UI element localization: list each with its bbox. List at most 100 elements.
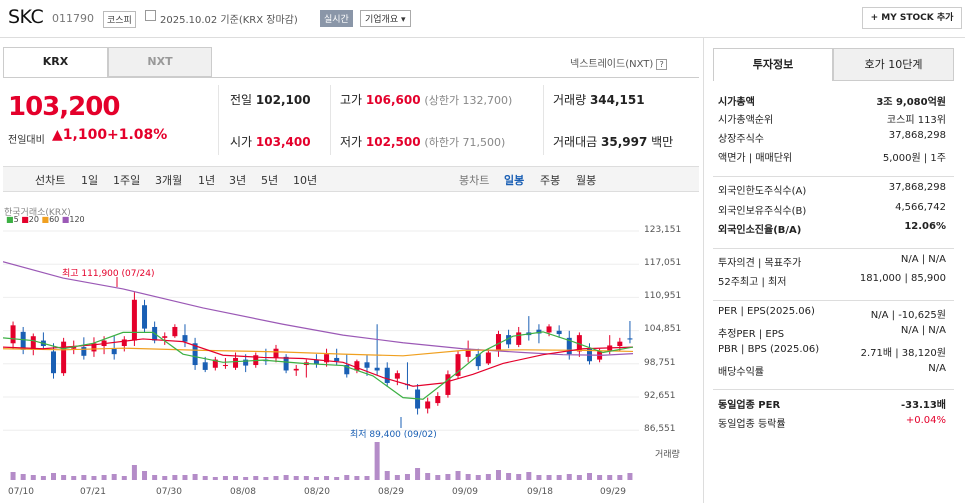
volume-bar bbox=[81, 475, 87, 480]
current-price: 103,200 bbox=[8, 92, 120, 122]
price-chart[interactable] bbox=[3, 225, 639, 485]
candle-body bbox=[30, 336, 36, 350]
candle-chart-label[interactable]: 봉차트 bbox=[459, 174, 490, 187]
candle-body bbox=[51, 351, 57, 374]
info-label: 외국인한도주식수(A) bbox=[718, 186, 807, 197]
candle-body bbox=[20, 331, 26, 350]
volume-bar bbox=[313, 477, 319, 480]
volume-bar bbox=[566, 474, 572, 480]
section-divider bbox=[713, 176, 954, 177]
info-label: 동일업종 PER bbox=[718, 400, 781, 411]
prev-close: 전일 102,100 bbox=[230, 93, 311, 107]
candle-body bbox=[192, 343, 198, 366]
volume-bar bbox=[415, 468, 421, 480]
up-triangle-icon: ▲ bbox=[52, 127, 63, 143]
volume-bar bbox=[334, 477, 340, 480]
period-1w[interactable]: 1주일 bbox=[113, 174, 141, 187]
volume-bar bbox=[131, 465, 137, 480]
period-1y[interactable]: 1년 bbox=[198, 174, 216, 187]
tab-invest-info[interactable]: 투자정보 bbox=[713, 48, 833, 81]
period-3m[interactable]: 3개월 bbox=[155, 174, 183, 187]
period-5y[interactable]: 5년 bbox=[261, 174, 279, 187]
volume-bar bbox=[212, 477, 218, 480]
volume-bar bbox=[30, 475, 36, 480]
candle-body bbox=[61, 341, 67, 374]
candle-monthly[interactable]: 월봉 bbox=[576, 174, 597, 187]
realtime-button[interactable]: 실시간 bbox=[320, 10, 353, 27]
change-label: 전일대비 bbox=[8, 135, 45, 146]
tab-krx[interactable]: KRX bbox=[3, 47, 108, 77]
info-value: +0.04% bbox=[905, 415, 946, 426]
nxt-trade-link[interactable]: 넥스트레이드(NXT) ? bbox=[570, 55, 667, 70]
change-value: ▲1,100 bbox=[52, 127, 108, 143]
candle-body bbox=[435, 396, 441, 404]
candle-body bbox=[182, 335, 188, 342]
high-price: 고가 106,600 (상한가 132,700) bbox=[340, 93, 513, 107]
volume-bar bbox=[263, 477, 269, 480]
candle-body bbox=[293, 368, 299, 371]
candle-body bbox=[455, 354, 461, 376]
volume-bar bbox=[273, 476, 279, 480]
volume-bar bbox=[354, 476, 360, 480]
candle-body bbox=[131, 299, 137, 341]
info-value: N/A | N/A bbox=[900, 254, 946, 265]
candle-daily[interactable]: 일봉 bbox=[504, 174, 525, 187]
candle-body bbox=[233, 357, 239, 368]
volume-bar bbox=[162, 476, 168, 480]
candle-body bbox=[10, 325, 16, 344]
info-value: 37,868,298 bbox=[888, 182, 946, 193]
candle-body bbox=[111, 348, 117, 355]
candle-body bbox=[566, 337, 572, 355]
candle-body bbox=[162, 336, 168, 338]
my-stock-add-button[interactable]: + MY STOCK 추가 bbox=[862, 7, 962, 29]
tab-underline bbox=[3, 77, 699, 78]
period-10y[interactable]: 10년 bbox=[293, 174, 318, 187]
candle-body bbox=[172, 326, 178, 337]
info-label: 추정PER | EPS bbox=[718, 329, 785, 340]
info-label: 외국인보유주식수(B) bbox=[718, 206, 807, 217]
period-1d[interactable]: 1일 bbox=[81, 174, 99, 187]
line-chart-label[interactable]: 선차트 bbox=[35, 174, 66, 187]
x-tick: 09/09 bbox=[452, 487, 478, 497]
info-value: 5,000원 | 1주 bbox=[882, 153, 946, 164]
low-price: 저가 102,500 (하한가 71,500) bbox=[340, 135, 506, 149]
tab-nxt[interactable]: NXT bbox=[108, 47, 212, 77]
candle-weekly[interactable]: 주봉 bbox=[540, 174, 561, 187]
volume-bar bbox=[445, 474, 451, 480]
candle-body bbox=[627, 338, 633, 340]
y-tick: 92,651 bbox=[644, 391, 676, 401]
candle-body bbox=[495, 334, 501, 352]
info-label: 시가총액순위 bbox=[718, 115, 774, 126]
info-label: 상장주식수 bbox=[718, 134, 764, 145]
period-3y[interactable]: 3년 bbox=[229, 174, 247, 187]
calendar-icon bbox=[145, 10, 156, 21]
volume-bar bbox=[111, 474, 117, 480]
candle-body bbox=[324, 354, 330, 363]
info-value: 37,868,298 bbox=[888, 130, 946, 141]
volume-bar bbox=[233, 476, 239, 480]
x-tick: 07/21 bbox=[80, 487, 106, 497]
divider bbox=[330, 85, 331, 155]
volume-bar bbox=[51, 473, 57, 480]
volume-bar bbox=[506, 473, 512, 480]
tab-quote-10[interactable]: 호가 10단계 bbox=[833, 48, 954, 81]
help-icon: ? bbox=[656, 59, 667, 70]
info-label: 액면가 | 매매단위 bbox=[718, 153, 793, 164]
volume-bar bbox=[324, 476, 330, 480]
volume-bar bbox=[40, 476, 46, 480]
candle-body bbox=[344, 365, 350, 375]
candle-body bbox=[374, 367, 380, 371]
volume-bar bbox=[576, 475, 582, 480]
volume-bar bbox=[243, 477, 249, 480]
volume-bar bbox=[374, 442, 380, 480]
candle-body bbox=[243, 359, 249, 366]
volume-bar bbox=[435, 475, 441, 480]
candle-body bbox=[425, 401, 431, 409]
header-divider bbox=[0, 37, 965, 38]
volume-bar bbox=[303, 476, 309, 480]
corp-info-dropdown[interactable]: 기업개요 ▾ bbox=[360, 10, 411, 27]
volume-bar bbox=[526, 472, 532, 480]
volume-bar bbox=[516, 474, 522, 480]
volume-bar bbox=[182, 475, 188, 480]
volume-bar bbox=[61, 475, 67, 480]
